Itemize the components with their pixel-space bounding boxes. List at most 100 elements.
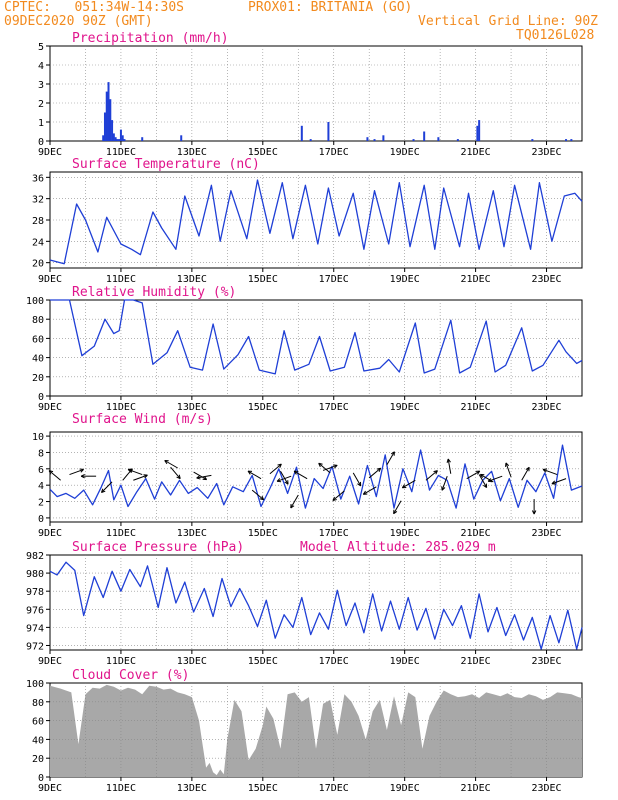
wind-arrow bbox=[368, 467, 382, 479]
wind-arrowhead bbox=[80, 469, 84, 473]
cloud-cover-ytick-label: 80 bbox=[32, 698, 44, 709]
wind-xtick-label: 9DEC bbox=[38, 528, 62, 539]
humidity-xtick-label: 15DEC bbox=[248, 402, 278, 413]
wind-arrowhead bbox=[127, 469, 132, 473]
wind-arrowhead bbox=[259, 498, 264, 501]
wind-arrowhead bbox=[196, 475, 201, 479]
precipitation-bar bbox=[456, 139, 459, 141]
precipitation-bar bbox=[114, 137, 117, 141]
humidity-ytick-label: 0 bbox=[38, 392, 44, 403]
wind-arrow bbox=[386, 451, 395, 465]
temperature-xtick-label: 9DEC bbox=[38, 274, 62, 285]
wind-frame bbox=[49, 431, 583, 523]
precipitation-bar bbox=[373, 139, 376, 141]
wind-xtick-label: 23DEC bbox=[531, 528, 561, 539]
precipitation-bar bbox=[107, 82, 110, 141]
pressure-xtick-label: 21DEC bbox=[461, 656, 491, 667]
wind-arrow bbox=[290, 494, 299, 509]
wind-arrowhead bbox=[164, 460, 168, 465]
precipitation-bar bbox=[109, 99, 112, 141]
cloud-cover-xtick-label: 21DEC bbox=[461, 783, 491, 794]
cloud-cover-xtick-label: 15DEC bbox=[248, 783, 278, 794]
wind-arrowhead bbox=[334, 464, 338, 469]
precipitation-frame bbox=[49, 45, 583, 142]
humidity-line bbox=[50, 299, 583, 375]
wind-arrowhead bbox=[318, 463, 321, 468]
wind-arrowhead bbox=[276, 478, 281, 482]
pressure-ytick-label: 978 bbox=[26, 587, 44, 598]
wind-arrowhead bbox=[477, 470, 481, 475]
precipitation-bar bbox=[309, 139, 312, 141]
wind-arrow bbox=[133, 474, 148, 481]
pressure-xtick-label: 15DEC bbox=[248, 656, 278, 667]
temperature-xtick-label: 19DEC bbox=[390, 274, 420, 285]
wind-arrow bbox=[193, 471, 207, 481]
wind-arrowhead bbox=[441, 487, 446, 491]
wind-arrow bbox=[542, 468, 558, 476]
precipitation-title: Precipitation (mm/h) bbox=[72, 31, 229, 46]
wind-xtick-label: 19DEC bbox=[390, 528, 420, 539]
precipitation-bar bbox=[141, 137, 144, 141]
precipitation-xtick-label: 15DEC bbox=[248, 147, 278, 158]
pressure-ytick-label: 976 bbox=[26, 605, 44, 616]
humidity-xtick-label: 23DEC bbox=[531, 402, 561, 413]
precipitation-bar bbox=[412, 139, 415, 141]
wind-arrowhead bbox=[261, 495, 265, 500]
precipitation-xtick-label: 17DEC bbox=[319, 147, 349, 158]
wind-arrowhead bbox=[176, 476, 181, 480]
wind-arrow bbox=[425, 470, 438, 481]
wind-arrowhead bbox=[100, 488, 104, 493]
header-model: TQ0126L028 bbox=[516, 28, 595, 43]
wind-arrow bbox=[247, 470, 262, 480]
humidity-xtick-label: 19DEC bbox=[390, 402, 420, 413]
precipitation-ytick-label: 4 bbox=[38, 61, 44, 72]
humidity-xtick-label: 11DEC bbox=[106, 402, 136, 413]
wind-arrowhead bbox=[80, 475, 85, 479]
precipitation-xtick-label: 21DEC bbox=[461, 147, 491, 158]
cloud-cover-xtick-label: 13DEC bbox=[177, 783, 207, 794]
precipitation-bar bbox=[180, 135, 183, 141]
precipitation-bar bbox=[531, 139, 534, 141]
wind-arrow bbox=[478, 474, 488, 488]
precipitation-bar bbox=[382, 135, 385, 141]
header-grid-line: Vertical Grid Line: 90Z bbox=[418, 14, 599, 29]
precipitation-bar bbox=[118, 139, 121, 141]
temperature-xtick-label: 11DEC bbox=[106, 274, 136, 285]
wind-arrow bbox=[276, 475, 292, 482]
wind-ytick-label: 10 bbox=[32, 432, 44, 443]
wind-arrow bbox=[293, 470, 308, 480]
precipitation-bar bbox=[103, 112, 106, 141]
precipitation-bar bbox=[116, 139, 119, 141]
wind-xtick-label: 21DEC bbox=[461, 528, 491, 539]
temperature-xtick-label: 15DEC bbox=[248, 274, 278, 285]
precipitation-bar bbox=[423, 131, 426, 141]
wind-ytick-label: 4 bbox=[38, 481, 44, 492]
humidity-ytick-label: 100 bbox=[26, 296, 44, 307]
precipitation-bar bbox=[121, 135, 124, 141]
wind-arrowhead bbox=[525, 466, 530, 470]
temperature-xtick-label: 21DEC bbox=[461, 274, 491, 285]
precipitation-ytick-label: 3 bbox=[38, 80, 44, 91]
cloud-cover-ytick-label: 20 bbox=[32, 754, 44, 765]
wind-arrow bbox=[69, 468, 84, 476]
wind-arrowhead bbox=[277, 463, 282, 466]
wind-arrowhead bbox=[48, 470, 52, 475]
pressure-xtick-label: 11DEC bbox=[106, 656, 136, 667]
wind-xtick-label: 11DEC bbox=[106, 528, 136, 539]
precipitation-bar bbox=[111, 120, 114, 141]
precipitation-bar bbox=[300, 125, 303, 141]
wind-arrow bbox=[318, 462, 331, 474]
cloud-cover-area bbox=[50, 684, 582, 777]
precipitation-bar bbox=[327, 122, 330, 141]
wind-arrowhead bbox=[487, 478, 492, 482]
precipitation-bar bbox=[112, 133, 115, 141]
precipitation-bar bbox=[105, 91, 108, 141]
precipitation-xtick-label: 13DEC bbox=[177, 147, 207, 158]
humidity-ytick-label: 40 bbox=[32, 354, 44, 365]
wind-arrow bbox=[551, 478, 567, 485]
wind-arrow bbox=[352, 472, 362, 487]
cloud-cover-xtick-label: 9DEC bbox=[38, 783, 62, 794]
wind-arrowhead bbox=[435, 470, 438, 475]
wind-arrow bbox=[332, 490, 345, 501]
wind-xtick-label: 17DEC bbox=[319, 528, 349, 539]
